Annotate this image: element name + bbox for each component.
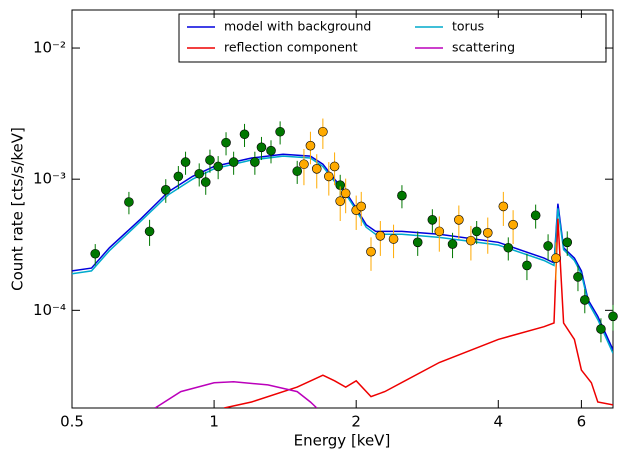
data-point xyxy=(144,226,155,237)
y-tick-label: 10⁻² xyxy=(33,39,66,57)
data-point xyxy=(427,215,438,225)
data-point xyxy=(466,235,476,246)
data-point xyxy=(239,129,250,140)
legend-label: torus xyxy=(452,19,484,34)
data-point xyxy=(305,140,316,151)
x-tick-label: 6 xyxy=(577,413,587,431)
y-tick-label: 10⁻³ xyxy=(33,170,66,188)
data-point xyxy=(508,219,518,230)
data-point xyxy=(356,201,367,212)
data-point xyxy=(471,226,482,237)
series-line xyxy=(223,218,613,408)
data-point xyxy=(543,241,553,251)
data-point xyxy=(340,188,351,199)
data-point xyxy=(324,171,334,182)
legend-label: reflection component xyxy=(224,40,358,55)
data-point xyxy=(562,237,573,248)
data-point xyxy=(311,163,322,174)
data-point xyxy=(375,231,386,241)
series-line xyxy=(154,381,318,408)
data-point xyxy=(388,234,399,244)
data-point xyxy=(90,248,101,259)
x-tick-label: 2 xyxy=(351,413,361,431)
data-point xyxy=(124,197,134,207)
data-point xyxy=(318,126,328,137)
data-point xyxy=(608,311,618,322)
data-point xyxy=(412,237,423,248)
x-tick-label: 1 xyxy=(209,413,219,431)
data-point xyxy=(160,184,171,195)
data-point xyxy=(522,260,532,271)
data-point xyxy=(200,177,211,187)
data-point xyxy=(250,157,260,167)
data-point xyxy=(447,239,458,249)
data-point xyxy=(228,157,239,167)
data-point xyxy=(366,246,376,257)
data-point xyxy=(221,137,231,148)
data-point xyxy=(173,171,184,182)
data-point xyxy=(454,215,464,225)
data-point xyxy=(256,142,267,153)
y-axis-label: Count rate [cts/s/keV] xyxy=(9,127,27,291)
data-point xyxy=(299,159,309,170)
data-point xyxy=(292,166,303,177)
data-point xyxy=(266,145,276,156)
data-point xyxy=(397,190,407,201)
y-tick-label: 10⁻⁴ xyxy=(33,301,66,319)
data-point xyxy=(329,161,340,172)
x-tick-label: 0.5 xyxy=(60,413,84,431)
plot-frame xyxy=(71,9,614,409)
data-point xyxy=(530,210,541,221)
data-point xyxy=(573,272,583,282)
data-point xyxy=(503,242,514,253)
data-point xyxy=(335,196,346,206)
data-point xyxy=(275,126,285,137)
data-point xyxy=(579,295,590,305)
data-point xyxy=(551,253,561,263)
data-point xyxy=(213,161,223,172)
legend-box xyxy=(178,13,607,63)
data-point xyxy=(482,228,493,238)
data-point xyxy=(434,226,445,237)
x-tick-label: 4 xyxy=(494,413,504,431)
data-point xyxy=(596,324,606,334)
data-point xyxy=(205,155,215,165)
data-point xyxy=(180,157,191,167)
data-point xyxy=(194,168,205,179)
legend-label: model with background xyxy=(224,19,371,34)
data-point xyxy=(498,201,509,212)
x-axis-label: Energy [keV] xyxy=(294,432,391,450)
legend-label: scattering xyxy=(452,40,515,55)
